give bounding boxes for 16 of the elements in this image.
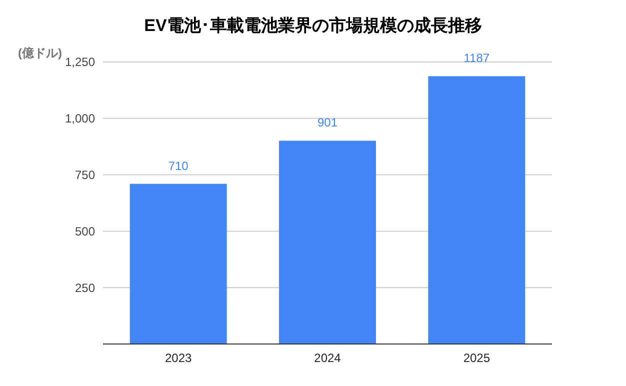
x-tick-label: 2025 bbox=[463, 351, 490, 365]
bar bbox=[279, 140, 376, 344]
data-label: 901 bbox=[317, 116, 338, 130]
y-tick-label: 250 bbox=[74, 280, 96, 295]
x-tick-label: 2024 bbox=[314, 351, 342, 365]
y-tick-label: 750 bbox=[74, 168, 96, 182]
chart-title: EV電池･車載電池業界の市場規模の成長推移 bbox=[144, 16, 482, 35]
y-tick-label: 500 bbox=[74, 224, 96, 238]
y-axis-title: (億ドル) bbox=[18, 46, 62, 60]
data-label: 1187 bbox=[464, 51, 490, 66]
bar bbox=[428, 76, 526, 344]
y-tick-label: 1,250 bbox=[64, 55, 96, 70]
x-tick-label: 2023 bbox=[164, 351, 192, 365]
y-tick-label: 1,000 bbox=[64, 112, 96, 126]
data-label: 710 bbox=[168, 158, 189, 173]
bar bbox=[130, 184, 227, 344]
